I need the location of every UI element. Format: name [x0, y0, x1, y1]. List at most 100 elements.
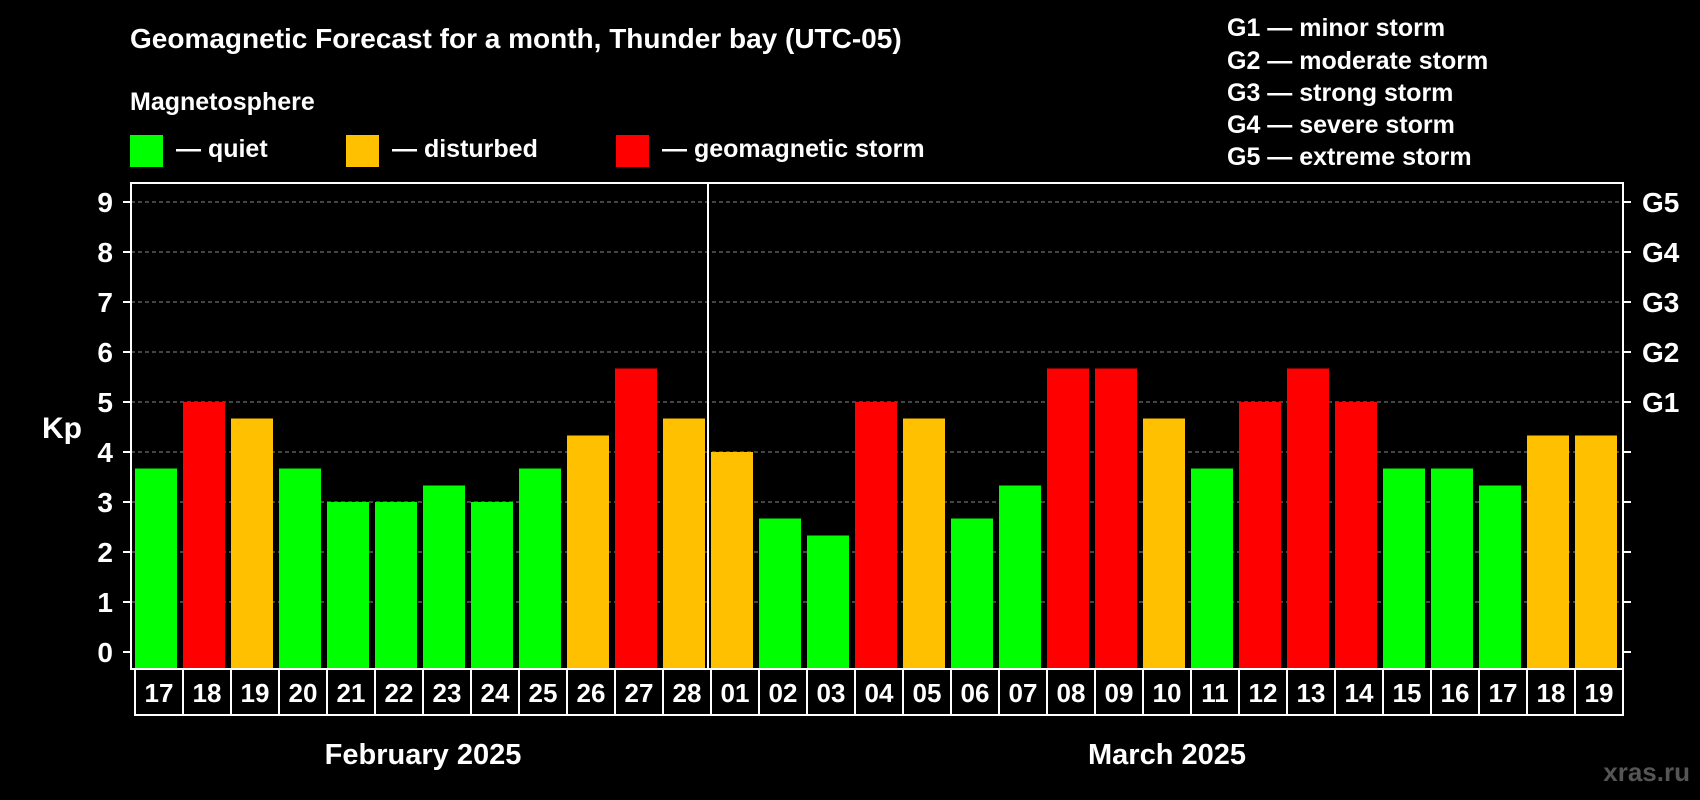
- month-labels: February 2025 March 2025: [325, 739, 1246, 771]
- bar-18: [1527, 435, 1569, 668]
- bars: [135, 368, 1617, 668]
- x-tick-label: 13: [1297, 678, 1326, 708]
- right-axis-label: G5: [1642, 187, 1679, 218]
- x-tick-label: 24: [481, 678, 510, 708]
- section-label: Magnetosphere: [130, 88, 315, 116]
- x-tick-label: 11: [1201, 678, 1229, 708]
- x-tick-label: 21: [337, 678, 366, 708]
- x-tick-label: 12: [1249, 678, 1278, 708]
- bar-08: [1047, 368, 1089, 668]
- bar-06: [951, 518, 993, 668]
- month-label: February 2025: [325, 739, 522, 771]
- x-axis-frame: [134, 668, 1624, 716]
- bar-22: [375, 502, 417, 668]
- bar-21: [327, 502, 369, 668]
- right-axis-label: G1: [1642, 387, 1679, 418]
- storm-scale-list: G1 — minor storm G2 — moderate storm G3 …: [1227, 14, 1488, 171]
- bar-28: [663, 418, 705, 668]
- x-tick-label: 17: [145, 678, 174, 708]
- storm-scale-g1: G1 — minor storm: [1227, 14, 1445, 42]
- bar-14: [1335, 402, 1377, 668]
- legend-label-storm: — geomagnetic storm: [662, 135, 925, 163]
- chart-title: Geomagnetic Forecast for a month, Thunde…: [130, 23, 902, 54]
- y-tick-label: 8: [97, 237, 113, 268]
- bar-27: [615, 368, 657, 668]
- bar-24: [471, 502, 513, 668]
- storm-scale-g3: G3 — strong storm: [1227, 79, 1453, 107]
- month-label: March 2025: [1088, 739, 1246, 771]
- x-tick-label: 03: [817, 678, 846, 708]
- y-tick-label: 0: [97, 637, 113, 668]
- x-tick-label: 26: [577, 678, 606, 708]
- x-tick-label: 06: [961, 678, 990, 708]
- right-axis-label: G4: [1642, 237, 1680, 268]
- y-tick-label: 5: [97, 387, 113, 418]
- bar-18: [183, 402, 225, 668]
- y-tick-label: 1: [97, 587, 113, 618]
- bar-23: [423, 485, 465, 668]
- y-tick-label: 4: [97, 437, 113, 468]
- bar-16: [1431, 468, 1473, 668]
- bar-26: [567, 435, 609, 668]
- y-tick-label: 9: [97, 187, 113, 218]
- x-tick-label: 20: [289, 678, 318, 708]
- y-tick-label: 3: [97, 487, 113, 518]
- bar-13: [1287, 368, 1329, 668]
- x-tick-label: 17: [1489, 678, 1518, 708]
- legend-label-quiet: — quiet: [176, 135, 268, 163]
- x-tick-label: 22: [385, 678, 414, 708]
- legend-label-disturbed: — disturbed: [392, 135, 538, 163]
- y-tick-label: 2: [97, 537, 113, 568]
- x-tick-label: 18: [1537, 678, 1566, 708]
- bar-15: [1383, 468, 1425, 668]
- bar-20: [279, 468, 321, 668]
- x-tick-label: 01: [721, 678, 750, 708]
- x-tick-label: 19: [241, 678, 270, 708]
- bar-25: [519, 468, 561, 668]
- bar-03: [807, 535, 849, 668]
- x-axis: 17 18 19 20 21 22 23 24 25 26 27 28 01 02 03 04 05 06 07 08…: [134, 668, 1624, 716]
- watermark: xras.ru: [1603, 757, 1690, 787]
- x-tick-label: 16: [1441, 678, 1470, 708]
- x-tick-label: 07: [1009, 678, 1038, 708]
- bar-01: [711, 452, 753, 668]
- y-axis-label: Kp: [42, 412, 82, 445]
- x-tick-label: 02: [769, 678, 798, 708]
- bar-02: [759, 518, 801, 668]
- bar-17: [1479, 485, 1521, 668]
- x-tick-label: 18: [193, 678, 222, 708]
- bar-19: [1575, 435, 1617, 668]
- bar-04: [855, 402, 897, 668]
- legend: — quiet — disturbed — geomagnetic storm: [130, 135, 925, 167]
- bar-12: [1239, 402, 1281, 668]
- storm-scale-g4: G4 — severe storm: [1227, 111, 1455, 139]
- bar-09: [1095, 368, 1137, 668]
- y-tick-label: 7: [97, 287, 113, 318]
- bar-10: [1143, 418, 1185, 668]
- x-tick-label: 23: [433, 678, 462, 708]
- x-tick-label: 05: [913, 678, 942, 708]
- bar-17: [135, 468, 177, 668]
- right-axis-label: G2: [1642, 337, 1679, 368]
- y-axis: 0 1 2 3 4 5 6 7 8 9: [97, 187, 131, 668]
- bar-19: [231, 418, 273, 668]
- x-tick-label: 04: [865, 678, 894, 708]
- x-tick-label: 28: [673, 678, 702, 708]
- x-tick-label: 27: [625, 678, 654, 708]
- bar-05: [903, 418, 945, 668]
- x-tick-label: 09: [1105, 678, 1134, 708]
- right-axis: G1 G2 G3 G4 G5: [1623, 187, 1680, 653]
- legend-swatch-storm: [616, 135, 649, 167]
- x-tick-label: 08: [1057, 678, 1086, 708]
- right-axis-label: G3: [1642, 287, 1679, 318]
- storm-scale-g5: G5 — extreme storm: [1227, 143, 1472, 171]
- x-tick-label: 15: [1393, 678, 1422, 708]
- storm-scale-g2: G2 — moderate storm: [1227, 47, 1488, 75]
- bar-11: [1191, 468, 1233, 668]
- x-tick-label: 10: [1153, 678, 1182, 708]
- x-tick-label: 25: [529, 678, 558, 708]
- x-tick-label: 14: [1345, 678, 1374, 708]
- bar-07: [999, 485, 1041, 668]
- legend-swatch-quiet: [130, 135, 163, 167]
